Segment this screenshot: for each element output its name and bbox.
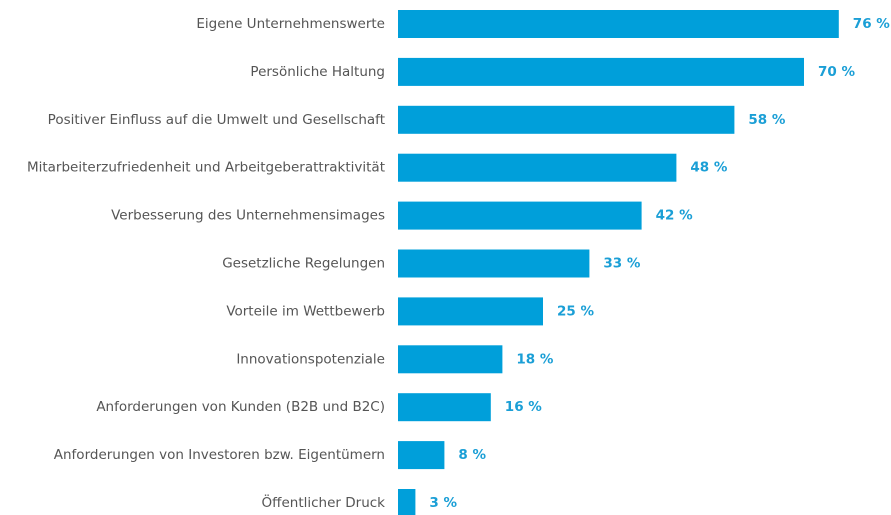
value-label: 76 % bbox=[853, 16, 890, 32]
value-label: 18 % bbox=[516, 351, 553, 367]
value-label: 33 % bbox=[603, 256, 640, 272]
category-label: Innovationspotenziale bbox=[236, 351, 385, 367]
bar bbox=[398, 345, 503, 374]
category-label: Anforderungen von Investoren bzw. Eigent… bbox=[54, 447, 385, 463]
category-label: Gesetzliche Regelungen bbox=[222, 256, 385, 272]
bar bbox=[398, 297, 543, 326]
bar bbox=[398, 10, 839, 38]
bar bbox=[398, 441, 445, 470]
category-label: Öffentlicher Druck bbox=[262, 493, 386, 511]
value-label: 42 % bbox=[656, 208, 693, 224]
value-label: 48 % bbox=[690, 160, 727, 176]
value-label: 25 % bbox=[557, 303, 594, 319]
bar bbox=[398, 153, 677, 182]
category-label: Positiver Einfluss auf die Umwelt und Ge… bbox=[48, 112, 385, 128]
bar bbox=[398, 201, 642, 230]
value-label: 58 % bbox=[748, 112, 785, 128]
value-label: 3 % bbox=[429, 495, 457, 511]
value-label: 16 % bbox=[505, 399, 542, 415]
value-label: 70 % bbox=[818, 64, 855, 80]
category-label: Verbesserung des Unternehmensimages bbox=[111, 208, 385, 224]
bar bbox=[398, 489, 416, 515]
category-label: Anforderungen von Kunden (B2B und B2C) bbox=[96, 399, 385, 415]
value-label: 8 % bbox=[458, 447, 486, 463]
bar bbox=[398, 393, 491, 422]
category-label: Persönliche Haltung bbox=[250, 64, 385, 80]
bar bbox=[398, 249, 590, 278]
category-label: Eigene Unternehmenswerte bbox=[196, 16, 385, 32]
bar bbox=[398, 105, 735, 134]
bar bbox=[398, 57, 804, 86]
category-label: Vorteile im Wettbewerb bbox=[226, 303, 385, 319]
category-label: Mitarbeiterzufriedenheit und Arbeitgeber… bbox=[27, 160, 385, 176]
